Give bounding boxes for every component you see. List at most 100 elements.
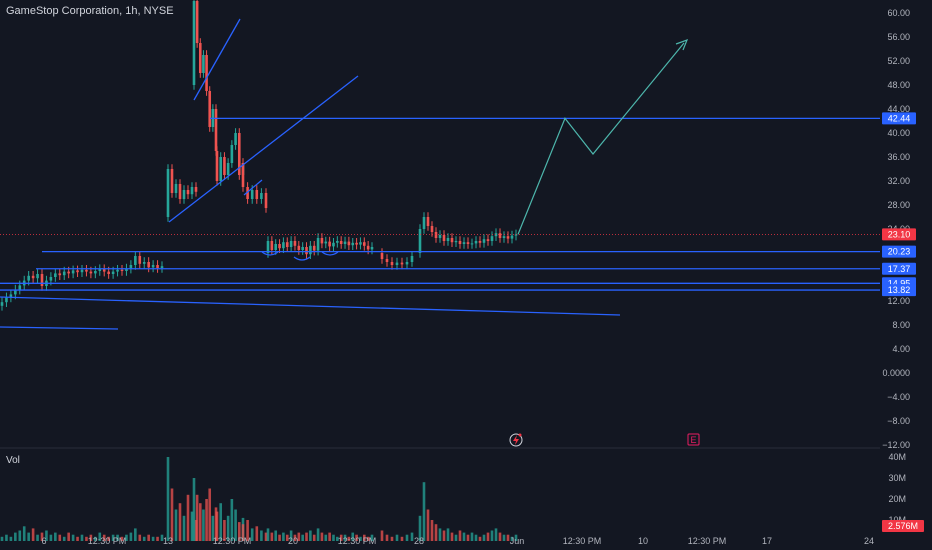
candle-body <box>14 289 17 295</box>
candle-body <box>186 190 190 195</box>
candle-body <box>182 190 186 199</box>
candle-body <box>190 187 194 195</box>
candle-body <box>255 190 259 199</box>
candle-body <box>94 271 97 274</box>
price-label-bg <box>882 284 916 297</box>
price-tick: 12.00 <box>887 296 910 306</box>
volume-bar <box>230 499 234 541</box>
time-tick: 12:30 PM <box>688 536 727 546</box>
time-tick: 17 <box>762 536 772 546</box>
price-tick: 32.00 <box>887 176 910 186</box>
price-axis[interactable]: 60.00 56.00 52.00 48.00 44.00 40.00 36.00 32.00… <box>882 8 916 450</box>
price-tick: 48.00 <box>887 80 910 90</box>
volume-bar <box>270 532 274 541</box>
price-tick: 56.00 <box>887 32 910 42</box>
volume-bar <box>366 536 370 541</box>
volume-bar <box>410 532 414 541</box>
candle-body <box>470 243 474 245</box>
candle-body <box>502 236 506 238</box>
candle-body <box>80 269 84 273</box>
candle-body <box>170 169 174 193</box>
event-icons[interactable]: E <box>509 433 700 447</box>
candle-body <box>208 91 212 127</box>
volume-bar <box>14 532 17 541</box>
candle-body <box>156 265 159 268</box>
candle-body <box>395 262 399 265</box>
volume-bar <box>151 536 155 541</box>
volume-bar <box>160 534 164 541</box>
candle-body <box>237 133 241 175</box>
volume-bar <box>102 534 106 541</box>
candle-body <box>36 274 39 279</box>
volume-bar <box>506 534 510 541</box>
current-volume-label: 2.576M <box>888 521 918 531</box>
candle-body <box>347 241 351 246</box>
volume-bar <box>442 530 446 541</box>
price-tick: 36.00 <box>887 152 910 162</box>
candle-body <box>241 163 245 187</box>
candle-body <box>134 256 137 265</box>
candle-body <box>486 239 490 241</box>
volume-bar <box>446 528 450 541</box>
candle-body <box>351 242 355 246</box>
volume-bar <box>486 532 490 541</box>
candle-body <box>274 244 278 250</box>
volume-bar <box>426 509 430 541</box>
earnings-icon: E <box>687 433 700 446</box>
candle-body <box>289 241 293 247</box>
candle-body <box>102 269 106 272</box>
volume-bar <box>343 534 347 541</box>
volume-bar <box>502 534 506 541</box>
price-tick: 0.0000 <box>882 368 910 378</box>
volume-bar <box>62 536 66 541</box>
volume-bar <box>71 534 75 541</box>
volume-bar <box>255 526 259 541</box>
volume-bar <box>390 536 394 541</box>
volume-bar <box>514 534 518 541</box>
volume-bar <box>347 536 351 541</box>
volume-bar <box>111 534 115 541</box>
volume-bar <box>129 532 133 541</box>
candle-body <box>250 190 254 199</box>
price-label: 23.10 <box>888 229 911 239</box>
volume-bar <box>45 530 48 541</box>
candle-body <box>426 217 430 226</box>
volume-bar <box>482 534 486 541</box>
volume-bar <box>438 528 442 541</box>
volume-bar <box>510 536 514 541</box>
current-volume-bg <box>882 520 924 532</box>
volume-bar <box>125 534 128 541</box>
volume-bar <box>324 534 328 541</box>
volume-bar <box>450 532 454 541</box>
price-label: 20.23 <box>888 247 911 257</box>
trend-line <box>0 326 119 330</box>
volume-bar <box>395 534 399 541</box>
candle-body <box>198 43 202 73</box>
volume-bar <box>260 530 263 541</box>
volume-bar <box>76 536 79 541</box>
volume-bar <box>250 528 254 541</box>
candle-body <box>343 241 347 244</box>
candle-body <box>219 157 223 181</box>
drawings[interactable] <box>0 18 880 330</box>
candle-body <box>506 236 510 239</box>
volume-bar <box>211 515 215 541</box>
volume-bar <box>316 528 320 541</box>
volume-bar <box>80 534 84 541</box>
price-tick: 44.00 <box>887 104 910 114</box>
volume-bar <box>5 534 8 541</box>
candle-body <box>328 241 331 247</box>
time-tick: 12:30 PM <box>563 536 602 546</box>
volume-bars <box>0 457 518 541</box>
time-tick: 12:30 PM <box>88 536 127 546</box>
candle-body <box>40 274 44 286</box>
volume-bar <box>246 520 249 541</box>
volume-bar <box>186 494 190 541</box>
volume-bar <box>328 532 331 541</box>
candle-body <box>514 234 518 236</box>
candle-body <box>316 238 320 251</box>
time-axis[interactable]: 6 12:30 PM 13 12:30 PM 20 12:30 PM 28 Jun 12:30 … <box>41 536 874 546</box>
candle-body <box>309 245 312 255</box>
earnings-letter: E <box>690 435 696 445</box>
